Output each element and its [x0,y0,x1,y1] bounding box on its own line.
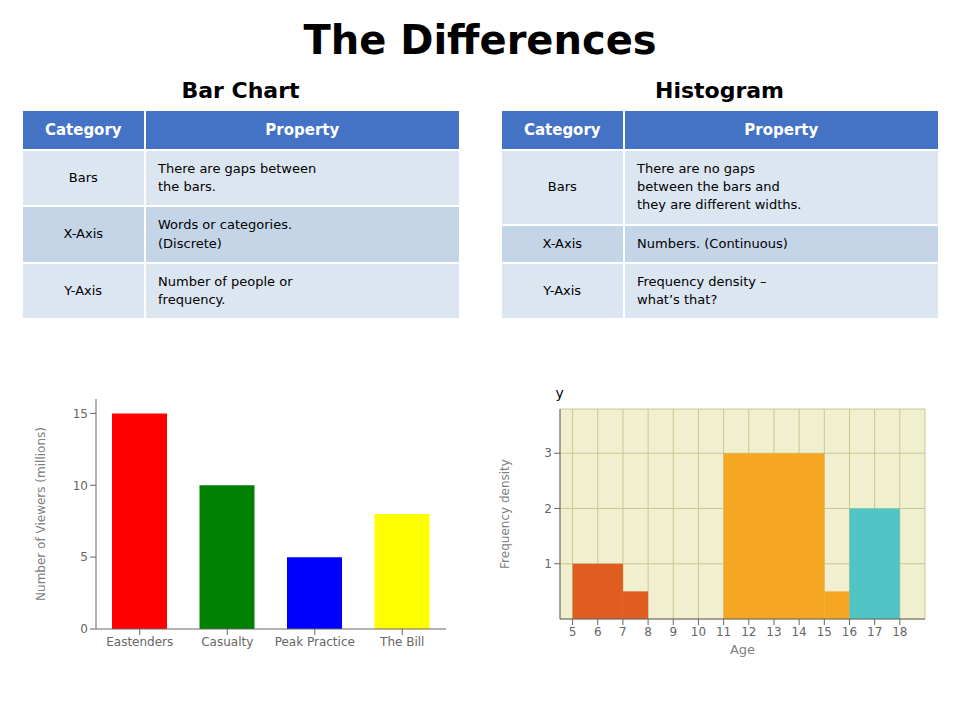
svg-text:12: 12 [741,625,756,639]
svg-text:17: 17 [867,625,882,639]
svg-text:Age: Age [729,642,754,657]
html-text:X-Axis: X-Axis [542,235,583,251]
html-text:The Differences: The Differences [303,17,657,63]
html-text:Category: Category [523,121,601,139]
svg-text:0: 0 [80,622,88,636]
html-text:Bar Chart: Bar Chart [181,78,300,103]
svg-text:8: 8 [644,625,652,639]
html-text:Property: Property [265,121,340,139]
svg-text:Eastenders: Eastenders [106,635,173,649]
svg-text:11: 11 [715,625,730,639]
html-text:X-Axis: X-Axis [63,226,104,242]
svg-text:10: 10 [72,479,87,493]
html-text:Y-Axis: Y-Axis [543,282,582,298]
svg-text:2: 2 [544,502,552,516]
svg-text:Peak Practice: Peak Practice [274,635,354,649]
svg-text:Frequency density: Frequency density [498,459,512,569]
html-text:Histogram: Histogram [655,78,784,103]
svg-text:7: 7 [619,625,627,639]
html-text:Words or categories. (Discrete: Words or categories. (Discrete) [158,217,292,251]
html-text:There are no gaps between the: There are no gaps between the bars and t… [637,161,802,213]
svg-text:10: 10 [690,625,705,639]
html-text:Category: Category [44,121,122,139]
html-text:Numbers. (Continuous): Numbers. (Continuous) [637,235,788,251]
html-text:There are gaps between the bar: There are gaps between the bars. [158,161,317,195]
svg-text:15: 15 [72,407,87,421]
svg-text:1: 1 [544,557,552,571]
svg-text:18: 18 [892,625,907,639]
html-text:Frequency density – what’s tha: Frequency density – what’s that? [637,273,767,307]
svg-text:9: 9 [669,625,677,639]
html-text:Property: Property [744,121,819,139]
svg-text:6: 6 [593,625,601,639]
svg-text:The Bill: The Bill [379,635,424,649]
html-text:Y-Axis: Y-Axis [64,282,103,298]
svg-text:16: 16 [841,625,856,639]
svg-text:5: 5 [80,550,88,564]
html-text:Bars: Bars [68,170,98,186]
svg-text:Number of Viewers (millions): Number of Viewers (millions) [34,427,48,601]
svg-text:14: 14 [791,625,806,639]
html-text:y: y [555,385,564,401]
svg-text:15: 15 [816,625,831,639]
svg-text:Casualty: Casualty [201,635,253,649]
svg-text:13: 13 [766,625,781,639]
html-text:Number of people or frequency.: Number of people or frequency. [158,273,293,307]
html-text:Bars: Bars [547,179,577,195]
svg-text:5: 5 [568,625,576,639]
svg-text:3: 3 [544,446,552,460]
